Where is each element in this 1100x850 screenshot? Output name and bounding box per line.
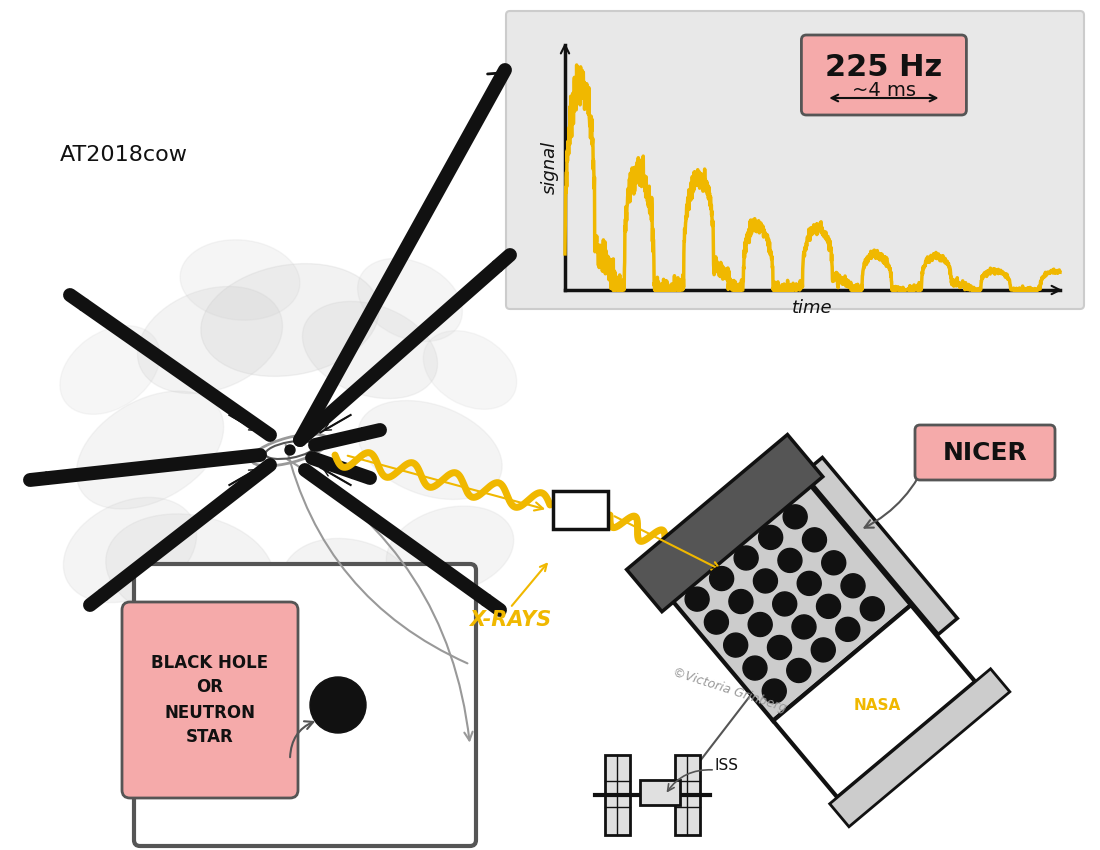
- Circle shape: [310, 677, 366, 733]
- Circle shape: [792, 615, 816, 639]
- FancyBboxPatch shape: [134, 564, 476, 846]
- Text: BLACK HOLE
OR
NEUTRON
STAR: BLACK HOLE OR NEUTRON STAR: [152, 654, 268, 746]
- Bar: [773, 605, 976, 797]
- Ellipse shape: [76, 391, 223, 509]
- Ellipse shape: [302, 302, 438, 399]
- Circle shape: [772, 592, 796, 616]
- Circle shape: [759, 525, 783, 549]
- Circle shape: [816, 594, 840, 618]
- Ellipse shape: [358, 400, 502, 500]
- Text: NICER: NICER: [943, 440, 1027, 464]
- Circle shape: [704, 610, 728, 634]
- Text: signal: signal: [541, 141, 559, 194]
- Text: time: time: [792, 299, 833, 317]
- Circle shape: [836, 617, 860, 642]
- Circle shape: [754, 569, 778, 593]
- Circle shape: [710, 567, 734, 591]
- Circle shape: [768, 636, 792, 660]
- Circle shape: [822, 551, 846, 575]
- Circle shape: [285, 445, 295, 455]
- Circle shape: [762, 679, 786, 703]
- Circle shape: [742, 656, 767, 680]
- Ellipse shape: [358, 258, 462, 342]
- Circle shape: [778, 548, 802, 572]
- Circle shape: [783, 505, 807, 529]
- Bar: [552, 491, 607, 529]
- Ellipse shape: [282, 538, 419, 642]
- Ellipse shape: [210, 570, 370, 670]
- Ellipse shape: [138, 286, 283, 394]
- Bar: [605, 755, 630, 835]
- Bar: [675, 755, 700, 835]
- Ellipse shape: [424, 331, 517, 410]
- Circle shape: [860, 597, 884, 620]
- Ellipse shape: [106, 514, 274, 626]
- FancyBboxPatch shape: [802, 35, 967, 115]
- Circle shape: [729, 590, 752, 614]
- Circle shape: [734, 546, 758, 570]
- Bar: [627, 434, 823, 612]
- Circle shape: [842, 574, 865, 598]
- Text: ISS: ISS: [715, 757, 739, 773]
- Text: ~4 ms: ~4 ms: [851, 81, 916, 99]
- Circle shape: [812, 638, 835, 662]
- Ellipse shape: [386, 506, 514, 594]
- Circle shape: [786, 659, 811, 683]
- FancyBboxPatch shape: [122, 602, 298, 798]
- FancyBboxPatch shape: [506, 11, 1084, 309]
- Bar: [670, 483, 911, 721]
- Ellipse shape: [180, 240, 300, 320]
- Bar: [803, 457, 957, 634]
- Text: AT2018cow: AT2018cow: [60, 145, 188, 165]
- Ellipse shape: [64, 497, 197, 603]
- Ellipse shape: [201, 264, 380, 377]
- FancyBboxPatch shape: [915, 425, 1055, 480]
- Circle shape: [803, 528, 826, 552]
- Bar: [829, 669, 1010, 827]
- Text: 225 Hz: 225 Hz: [825, 53, 943, 82]
- Text: ©Victoria Grinberg: ©Victoria Grinberg: [671, 666, 789, 715]
- Text: NASA: NASA: [854, 698, 901, 712]
- Bar: [640, 780, 680, 805]
- Circle shape: [798, 571, 822, 595]
- Circle shape: [724, 633, 748, 657]
- Circle shape: [748, 613, 772, 637]
- Text: X-RAYS: X-RAYS: [469, 610, 551, 630]
- Ellipse shape: [60, 326, 160, 414]
- Circle shape: [685, 587, 710, 611]
